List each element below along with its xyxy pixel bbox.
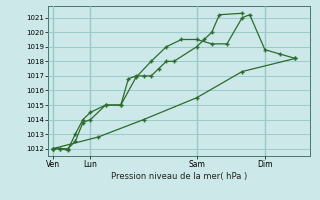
X-axis label: Pression niveau de la mer( hPa ): Pression niveau de la mer( hPa ) bbox=[111, 172, 247, 181]
